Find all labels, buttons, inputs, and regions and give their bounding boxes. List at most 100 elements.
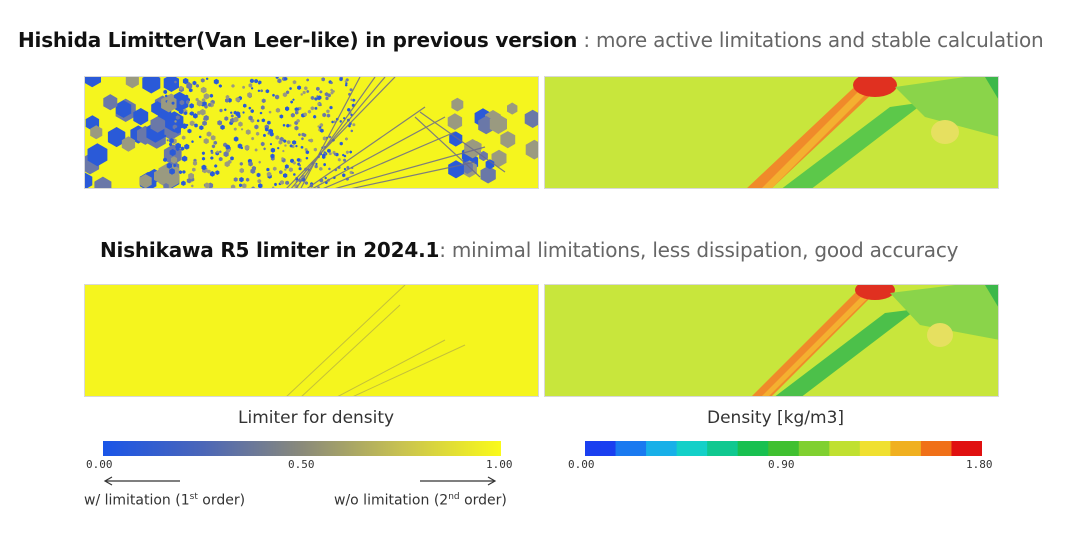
- limiter-cell: [266, 171, 272, 177]
- limiter-cell: [275, 107, 281, 113]
- note-without-limitation-prefix: w/o limitation (2: [334, 492, 449, 509]
- limiter-cell: [322, 136, 327, 141]
- limiter-cell: [121, 136, 136, 152]
- limiter-cell: [263, 147, 266, 151]
- limiter-cell: [199, 125, 204, 131]
- limiter-cell: [316, 86, 320, 91]
- limiter-cell: [250, 168, 256, 174]
- limiter-cell: [103, 94, 118, 111]
- limiter-cell: [174, 126, 181, 134]
- limiter-cell: [284, 168, 287, 171]
- limiter-cell: [199, 135, 202, 139]
- limiter-cell: [298, 106, 302, 110]
- limiter-cell: [163, 89, 168, 95]
- limiter-cell: [169, 148, 176, 157]
- limiter-cell: [285, 106, 290, 112]
- limiter-colorbar-max-label: 1.00: [486, 458, 513, 471]
- limiter-cell: [243, 103, 247, 108]
- limiter-cell: [85, 172, 93, 188]
- limiter-cell: [165, 94, 168, 98]
- limiter-cell: [195, 97, 199, 102]
- limiter-cell: [166, 162, 172, 169]
- limiter-cell: [485, 159, 495, 170]
- density-colorbar-min-label: 0.00: [568, 458, 595, 471]
- limiter-cell: [203, 115, 209, 121]
- limiter-cell: [289, 144, 293, 148]
- limiter-cell: [239, 162, 243, 166]
- density-peak: [853, 77, 897, 97]
- density-colorbar-segment: [814, 441, 830, 456]
- limiter-cell: [195, 84, 199, 88]
- limiter-cell: [188, 88, 193, 93]
- limiter-cell: [284, 164, 289, 169]
- limiter-cell: [342, 153, 345, 157]
- limiter-cell: [330, 91, 334, 95]
- limiter-cell: [301, 137, 304, 141]
- limiter-cell: [192, 160, 198, 166]
- limiter-cell: [292, 98, 295, 101]
- limiter-cell: [339, 120, 342, 123]
- limiter-cell: [292, 161, 296, 165]
- limiter-cell: [169, 138, 174, 144]
- limiter-cell: [233, 116, 239, 123]
- limiter-cell: [265, 89, 270, 94]
- limiter-cell: [224, 108, 227, 112]
- heading-current-version: Nishikawa R5 limiter in 2024.1: minimal …: [100, 238, 958, 262]
- limiter-cell: [248, 83, 253, 88]
- limiter-cell: [344, 80, 347, 83]
- limiter-field-current-plot: [85, 285, 538, 396]
- limiter-cell: [256, 172, 261, 178]
- limiter-cell: [325, 96, 329, 101]
- limiter-cell: [320, 128, 324, 133]
- limiter-cell: [352, 98, 356, 102]
- limiter-cell: [260, 89, 263, 93]
- limiter-cell: [172, 144, 176, 148]
- limiter-cell: [150, 116, 165, 133]
- limiter-cell: [235, 111, 241, 117]
- limiter-cell: [166, 100, 171, 105]
- heading-previous-title: Hishida Limitter(Van Leer-like) in previ…: [18, 28, 578, 52]
- limiter-cell: [277, 146, 280, 150]
- density-colorbar-segment: [615, 441, 632, 456]
- limiter-cell: [210, 156, 214, 160]
- limiter-cell: [90, 125, 103, 140]
- limiter-cell: [275, 94, 280, 100]
- limiter-cell: [313, 147, 317, 152]
- limiter-cell: [290, 100, 293, 104]
- limiter-cell: [260, 141, 265, 147]
- limiter-cell: [199, 108, 206, 116]
- limiter-cell: [170, 156, 178, 164]
- limiter-field-previous-plot: [85, 77, 538, 188]
- limiter-cell: [173, 163, 177, 168]
- limiter-cell: [306, 89, 310, 93]
- limiter-cell: [525, 139, 538, 160]
- limiter-cell: [133, 108, 149, 126]
- limiter-cell: [306, 78, 309, 82]
- left-arrow-icon: [103, 476, 180, 486]
- limiter-cell: [310, 106, 315, 111]
- limiter-cell: [314, 106, 318, 110]
- limiter-cell: [288, 167, 293, 173]
- limiter-cell: [179, 99, 185, 106]
- limiter-cell: [245, 177, 250, 182]
- limiter-cell: [242, 183, 247, 188]
- limiter-cell: [207, 102, 212, 107]
- limiter-cell: [219, 150, 222, 154]
- limiter-cell: [209, 93, 214, 98]
- limiter-cell: [202, 120, 207, 126]
- limiter-cell: [226, 148, 231, 153]
- density-colorbar-segment: [752, 441, 769, 456]
- limiter-cell: [264, 127, 269, 132]
- limiter-cell: [339, 141, 343, 146]
- limiter-cell: [258, 82, 261, 85]
- limiter-cell: [203, 138, 209, 145]
- limiter-cell: [248, 106, 252, 110]
- density-colorbar-segment: [585, 441, 601, 456]
- limiter-cell: [174, 120, 177, 123]
- limiter-cell: [94, 176, 112, 188]
- limiter-cell: [305, 150, 310, 155]
- limiter-cell: [139, 174, 152, 188]
- limiter-cell: [261, 118, 266, 123]
- limiter-cell: [239, 167, 244, 174]
- limiter-cell: [239, 177, 244, 183]
